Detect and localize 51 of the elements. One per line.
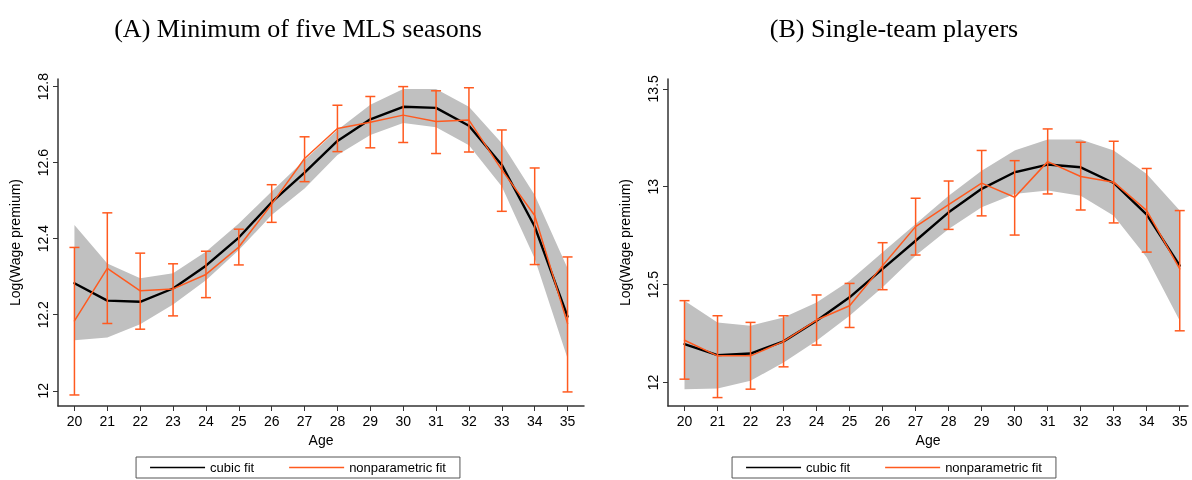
x-tick-label: 25	[231, 413, 247, 429]
x-tick-label: 25	[841, 413, 858, 429]
y-axis-title: Log(Wage premium)	[7, 178, 23, 307]
x-tick-label: 34	[526, 413, 543, 429]
x-tick-label: 28	[940, 413, 957, 429]
x-tick-label: 22	[742, 413, 759, 429]
x-tick-label: 29	[973, 413, 990, 429]
x-tick-label: 27	[907, 413, 924, 429]
x-tick-label: 31	[1039, 413, 1056, 429]
x-axis-title: Age	[915, 431, 941, 448]
x-tick-label: 24	[198, 413, 214, 429]
chart-title: (B) Single-team players	[769, 13, 1019, 43]
legend-label: cubic fit	[210, 460, 255, 475]
y-tick-label: 12.6	[35, 148, 51, 177]
y-tick-label: 12	[645, 374, 661, 391]
x-tick-label: 22	[132, 413, 149, 429]
x-tick-label: 23	[165, 413, 182, 429]
x-tick-label: 20	[66, 413, 83, 429]
x-tick-label: 35	[559, 413, 576, 429]
x-tick-label: 35	[1171, 413, 1188, 429]
x-tick-label: 21	[99, 413, 116, 429]
x-tick-label: 33	[494, 413, 510, 429]
x-axis-title: Age	[308, 431, 334, 448]
y-tick-label: 12.2	[35, 300, 51, 329]
y-tick-label: 12.4	[35, 224, 51, 253]
y-tick-label: 13	[645, 178, 661, 195]
x-tick-label: 29	[362, 413, 379, 429]
legend-label: nonparametric fit	[349, 460, 447, 475]
chart-title: (A) Minimum of five MLS seasons	[114, 13, 482, 43]
y-tick-label: 12	[35, 382, 51, 399]
y-tick-label: 12.5	[645, 270, 661, 299]
x-tick-label: 28	[329, 413, 346, 429]
legend-label: nonparametric fit	[945, 460, 1043, 475]
x-tick-label: 30	[1006, 413, 1023, 429]
x-tick-label: 30	[395, 413, 412, 429]
x-tick-label: 32	[461, 413, 477, 429]
x-tick-label: 33	[1105, 413, 1122, 429]
y-tick-label: 13.5	[645, 74, 661, 103]
x-tick-label: 24	[808, 413, 825, 429]
x-tick-label: 34	[1138, 413, 1155, 429]
x-tick-label: 23	[775, 413, 792, 429]
x-tick-label: 32	[1072, 413, 1089, 429]
x-tick-label: 27	[296, 413, 313, 429]
y-tick-label: 12.8	[35, 72, 51, 101]
x-tick-label: 26	[263, 413, 280, 429]
x-tick-label: 21	[709, 413, 726, 429]
x-tick-label: 26	[874, 413, 891, 429]
x-tick-label: 20	[676, 413, 693, 429]
legend-label: cubic fit	[806, 460, 851, 475]
y-axis-title: Log(Wage premium)	[617, 178, 633, 307]
x-tick-label: 31	[428, 413, 445, 429]
